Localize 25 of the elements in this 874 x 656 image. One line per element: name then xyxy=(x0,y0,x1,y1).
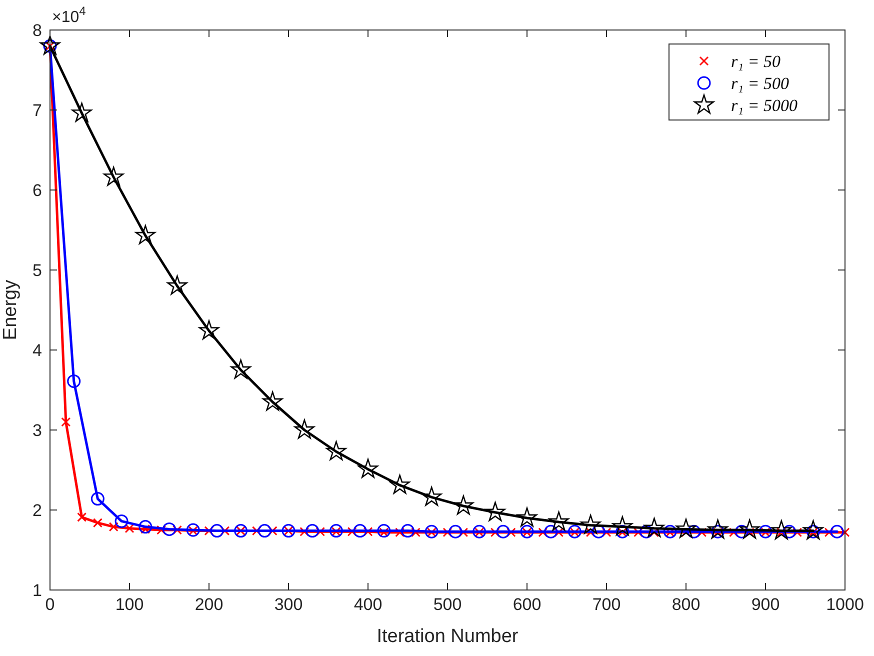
y-tick-label: 2 xyxy=(32,501,42,520)
legend-label: r₁ = 50 xyxy=(731,52,781,71)
x-tick-label: 700 xyxy=(592,595,621,614)
y-tick-label: 3 xyxy=(32,421,42,440)
x-tick-label: 500 xyxy=(433,595,462,614)
y-axis-title: Energy xyxy=(0,279,21,340)
legend-label: r₁ = 500 xyxy=(731,74,790,93)
x-tick-label: 400 xyxy=(354,595,382,614)
y-tick-label: 6 xyxy=(32,181,42,200)
x-tick-label: 300 xyxy=(274,595,303,614)
x-tick-label: 1000 xyxy=(826,595,864,614)
y-tick-label: 7 xyxy=(32,101,42,120)
x-tick-label: 200 xyxy=(194,595,224,614)
x-tick-label: 800 xyxy=(672,595,700,614)
y-tick-label: 1 xyxy=(32,581,42,600)
y-tick-label: 4 xyxy=(32,341,42,360)
legend-label: r₁ = 5000 xyxy=(731,96,798,115)
x-tick-label: 600 xyxy=(512,595,542,614)
text: ×10$^{4}$ xyxy=(52,4,86,26)
y-tick-label: 5 xyxy=(32,261,42,280)
y-tick-label: 8 xyxy=(32,21,42,40)
x-tick-label: 100 xyxy=(115,595,144,614)
x-tick-label: 900 xyxy=(751,595,780,614)
x-axis-title: Iteration Number xyxy=(376,626,519,647)
x-tick-label: 0 xyxy=(45,595,55,614)
